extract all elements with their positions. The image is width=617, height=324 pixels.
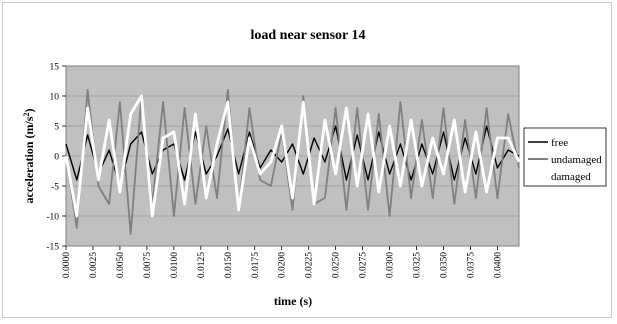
x-tick-label: 0.0350 [440, 252, 450, 278]
x-tick-label: 0.0200 [278, 252, 288, 278]
x-tick-label: 0.0075 [143, 252, 153, 278]
x-tick-label: 0.0150 [224, 252, 234, 278]
y-axis-label-superscript: 2 [22, 113, 31, 117]
x-tick-label: 0.0225 [305, 252, 315, 278]
x-tick-label: 0.0000 [62, 252, 72, 278]
x-tick-label: 0.0250 [332, 252, 342, 278]
x-tick-label: 0.0375 [466, 252, 476, 278]
x-tick-label: 0.0300 [386, 252, 396, 278]
chart-frame: load near sensor 14 15 10 5 0 -5 -10 -15 0.000… [2, 2, 612, 318]
x-tick-label: 0.0100 [170, 252, 180, 278]
y-tick-label: 0 [54, 153, 59, 163]
legend: free undamaged damaged [523, 127, 607, 187]
x-tick-label: 0.0325 [413, 252, 423, 278]
y-axis-label-close: ) [22, 109, 36, 113]
series-lines [64, 89, 521, 235]
x-tick-label: 0.0275 [359, 252, 369, 278]
y-tick-label: -5 [51, 183, 59, 193]
y-tick-label: -10 [46, 213, 59, 223]
legend-label-undamaged: undamaged [551, 154, 602, 166]
y-tick-label: 5 [54, 123, 59, 133]
x-axis-ticks: 0.0000 0.0025 0.0050 0.0075 0.0100 0.0125 0.01… [62, 246, 503, 278]
y-axis-ticks: 15 10 5 0 -5 -10 -15 [46, 63, 66, 253]
x-tick-label: 0.0025 [89, 252, 99, 278]
x-tick-label: 0.0400 [493, 252, 503, 278]
x-tick-label: 0.0050 [116, 252, 126, 278]
x-tick-label: 0.0175 [251, 252, 261, 278]
x-tick-label: 0.0125 [197, 252, 207, 278]
chart-title: load near sensor 14 [251, 28, 366, 43]
line-chart: load near sensor 14 15 10 5 0 -5 -10 -15 0.000… [22, 28, 607, 308]
series-line-free [65, 125, 520, 187]
y-tick-label: 15 [50, 63, 60, 73]
x-axis-label: time (s) [274, 294, 312, 308]
series-line-damaged [64, 94, 521, 218]
y-tick-label: 10 [50, 93, 60, 103]
y-tick-label: -15 [46, 243, 59, 253]
legend-label-damaged: damaged [551, 171, 591, 183]
legend-label-free: free [551, 137, 568, 149]
y-axis-label: acceleration (m/s2) [22, 109, 36, 204]
